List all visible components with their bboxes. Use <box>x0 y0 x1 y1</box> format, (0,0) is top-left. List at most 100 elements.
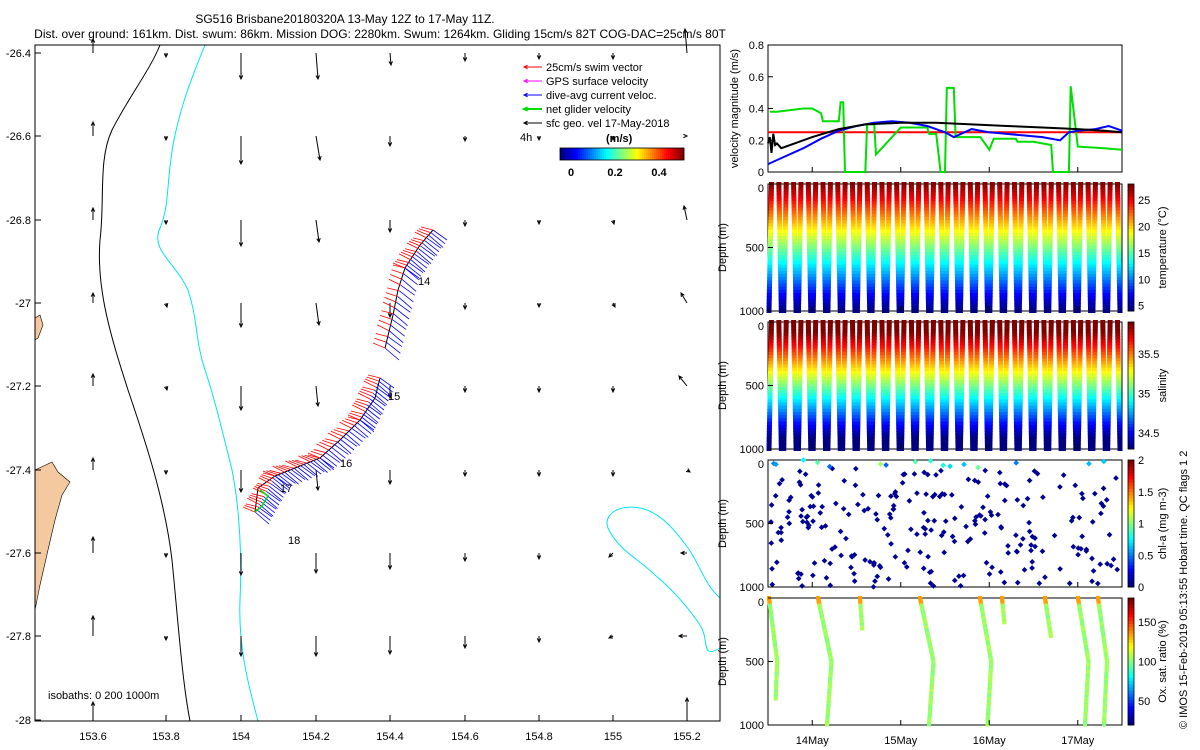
profile-marker <box>796 261 802 266</box>
profile-marker <box>1047 239 1053 244</box>
profile-marker <box>1091 277 1097 282</box>
profile-marker <box>827 188 833 193</box>
profile-marker <box>1075 434 1081 439</box>
profile-marker <box>797 220 803 225</box>
profile-marker <box>777 226 783 231</box>
profile-marker <box>1101 367 1107 372</box>
profile-marker <box>1072 396 1078 401</box>
colorbar-swatch <box>1128 526 1134 531</box>
colorbar-swatch <box>1128 520 1134 524</box>
profile-marker <box>864 185 870 190</box>
profile-marker <box>1115 332 1121 337</box>
swim-vector <box>245 503 258 508</box>
profile-marker <box>806 239 812 244</box>
profile-marker <box>974 213 980 218</box>
profile-marker <box>1057 232 1063 237</box>
colorbar-swatch <box>1128 469 1134 474</box>
profile-marker <box>939 248 945 253</box>
profile-marker <box>1046 302 1052 307</box>
profile-marker <box>1116 235 1122 240</box>
colorbar-swatch <box>604 148 607 160</box>
profile-marker <box>848 553 855 559</box>
profile-marker <box>827 220 833 225</box>
profile-marker <box>875 492 882 499</box>
profile-marker <box>1071 364 1077 369</box>
colorbar-tick: 5 <box>1138 301 1144 313</box>
profile-marker <box>999 437 1005 442</box>
profile-marker <box>954 377 960 382</box>
profile-marker <box>1032 264 1038 269</box>
profile-marker <box>929 418 935 423</box>
profile-marker <box>959 226 965 231</box>
profile-marker <box>1116 418 1122 423</box>
profile-marker <box>1077 342 1083 347</box>
profile-marker <box>1071 220 1077 225</box>
profile-marker <box>783 194 789 199</box>
profile-marker <box>811 283 817 288</box>
swim-vector <box>406 242 420 250</box>
profile-marker <box>930 204 936 209</box>
profile-marker <box>929 235 935 240</box>
colorbar-label: salinity <box>1157 368 1169 402</box>
profile-marker <box>938 185 944 190</box>
profile-marker <box>939 389 945 394</box>
profile-marker <box>911 299 917 304</box>
profile-marker <box>974 232 980 237</box>
profile-marker <box>984 408 990 413</box>
profile-marker <box>768 606 773 611</box>
profile-marker <box>811 402 817 407</box>
profile-marker <box>1115 348 1121 353</box>
profile-marker <box>796 440 802 445</box>
swim-vector <box>357 392 371 400</box>
profile-marker <box>781 309 787 313</box>
profile-marker <box>812 235 818 240</box>
profile-marker <box>1043 424 1049 429</box>
profile-marker <box>896 277 902 282</box>
profile-marker <box>944 261 950 266</box>
profile-marker <box>827 207 833 212</box>
profile-marker <box>894 188 900 193</box>
profile-marker <box>940 447 946 451</box>
profile-marker <box>1002 434 1008 439</box>
profile-marker <box>865 232 871 237</box>
profile-marker <box>856 226 862 231</box>
profile-marker <box>865 239 871 244</box>
profile-marker <box>796 479 803 486</box>
profile-marker <box>959 373 965 378</box>
profile-marker <box>769 182 774 186</box>
profile-marker <box>939 223 945 228</box>
profile-marker <box>1079 490 1085 497</box>
profile-marker <box>999 412 1005 417</box>
profile-marker <box>1032 386 1038 391</box>
profile-marker <box>841 361 847 366</box>
geo-velocity-arrow <box>610 470 616 478</box>
profile-marker <box>1072 418 1078 423</box>
profile-marker <box>1001 497 1008 504</box>
profile-marker <box>970 437 976 442</box>
profile-marker <box>1106 386 1112 391</box>
profile-marker <box>901 188 907 193</box>
profile-marker <box>1032 255 1038 260</box>
profile-marker <box>826 393 832 398</box>
profile-marker <box>773 695 778 700</box>
profile-marker <box>768 370 773 375</box>
colorbar-swatch <box>1128 517 1134 521</box>
profile-marker <box>1091 389 1097 394</box>
profile-marker <box>975 464 981 471</box>
profile-marker <box>866 286 872 291</box>
profile-marker <box>774 681 779 686</box>
profile-marker <box>1017 255 1023 260</box>
map-axes: 153.6 153.8 154 154.2 154.4 154.6 154.8 155 155.… <box>6 48 701 743</box>
profile-marker <box>776 182 782 186</box>
profile-marker <box>1042 232 1048 237</box>
profile-marker <box>944 389 950 394</box>
profile-marker <box>997 358 1003 363</box>
profile-marker <box>901 345 907 350</box>
profile-marker <box>867 305 873 310</box>
geo-velocity-arrow <box>313 553 319 575</box>
geo-velocity-arrow <box>90 456 96 470</box>
profile-marker <box>899 309 905 313</box>
colorbar-swatch <box>614 148 617 160</box>
profile-marker <box>968 380 974 385</box>
profile-marker <box>859 618 864 623</box>
